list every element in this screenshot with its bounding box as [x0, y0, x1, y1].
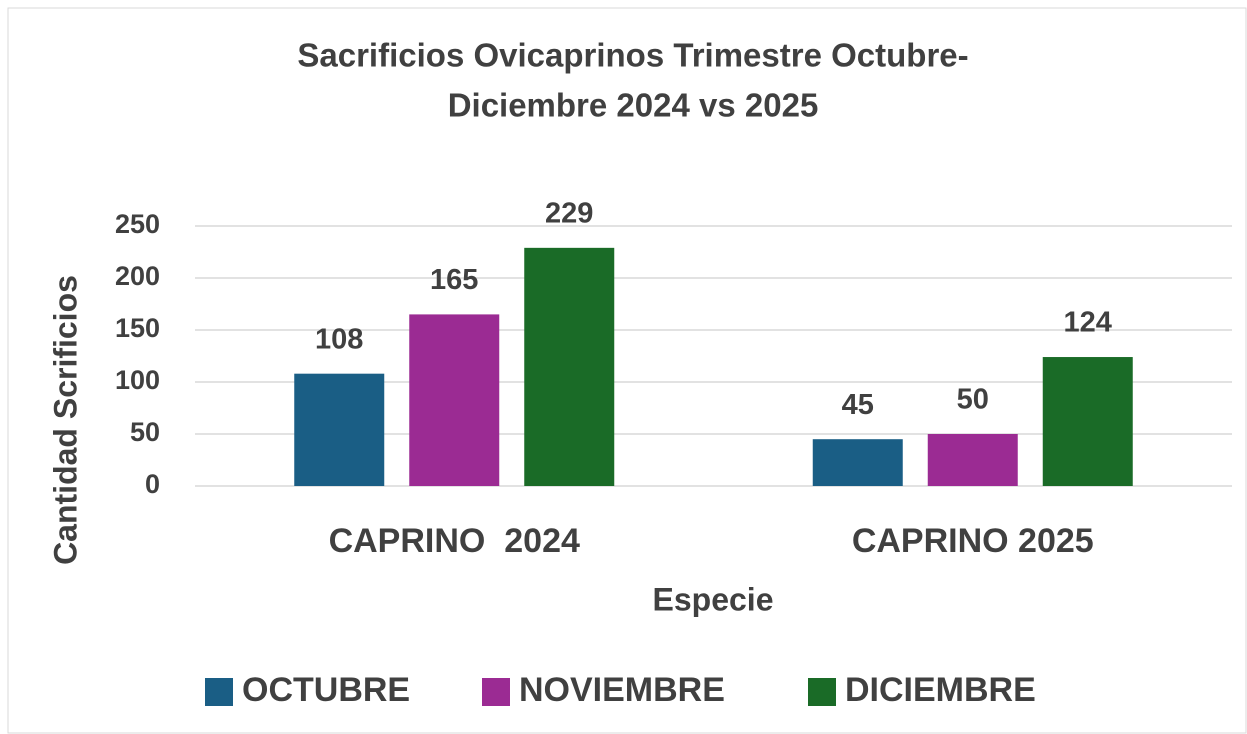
- bar: [524, 247, 615, 486]
- bar: [927, 434, 1018, 486]
- x-tick-label: CAPRINO 2025: [852, 522, 1094, 560]
- y-axis-title: Cantidad Scrificios: [47, 275, 83, 565]
- legend-swatch: [482, 678, 510, 706]
- legend-label: NOVIEMBRE: [519, 671, 725, 709]
- y-tick-label: 50: [130, 417, 160, 447]
- data-label: 108: [315, 323, 363, 355]
- y-tick-label: 150: [115, 313, 160, 343]
- chart-title: Diciembre 2024 vs 2025: [448, 87, 819, 124]
- data-label: 165: [430, 264, 478, 296]
- bar: [1042, 357, 1133, 486]
- y-tick-label: 100: [115, 365, 160, 395]
- x-tick-label: CAPRINO 2024: [329, 522, 580, 560]
- legend-label: DICIEMBRE: [845, 671, 1036, 709]
- legend-label: OCTUBRE: [242, 671, 410, 709]
- chart-frame: [7, 7, 1247, 734]
- legend-swatch: [808, 678, 836, 706]
- data-label: 229: [545, 197, 593, 229]
- y-tick-label: 250: [115, 209, 160, 239]
- legend-swatch: [205, 678, 233, 706]
- bar: [409, 314, 500, 486]
- data-label: 124: [1064, 307, 1112, 339]
- bar: [294, 373, 385, 486]
- y-tick-label: 0: [145, 469, 160, 499]
- data-label: 45: [842, 389, 874, 421]
- y-tick-label: 200: [115, 261, 160, 291]
- chart-title: Sacrificios Ovicaprinos Trimestre Octubr…: [297, 37, 968, 74]
- x-axis-title: Especie: [653, 581, 774, 617]
- data-label: 50: [957, 384, 989, 416]
- bar: [812, 439, 903, 486]
